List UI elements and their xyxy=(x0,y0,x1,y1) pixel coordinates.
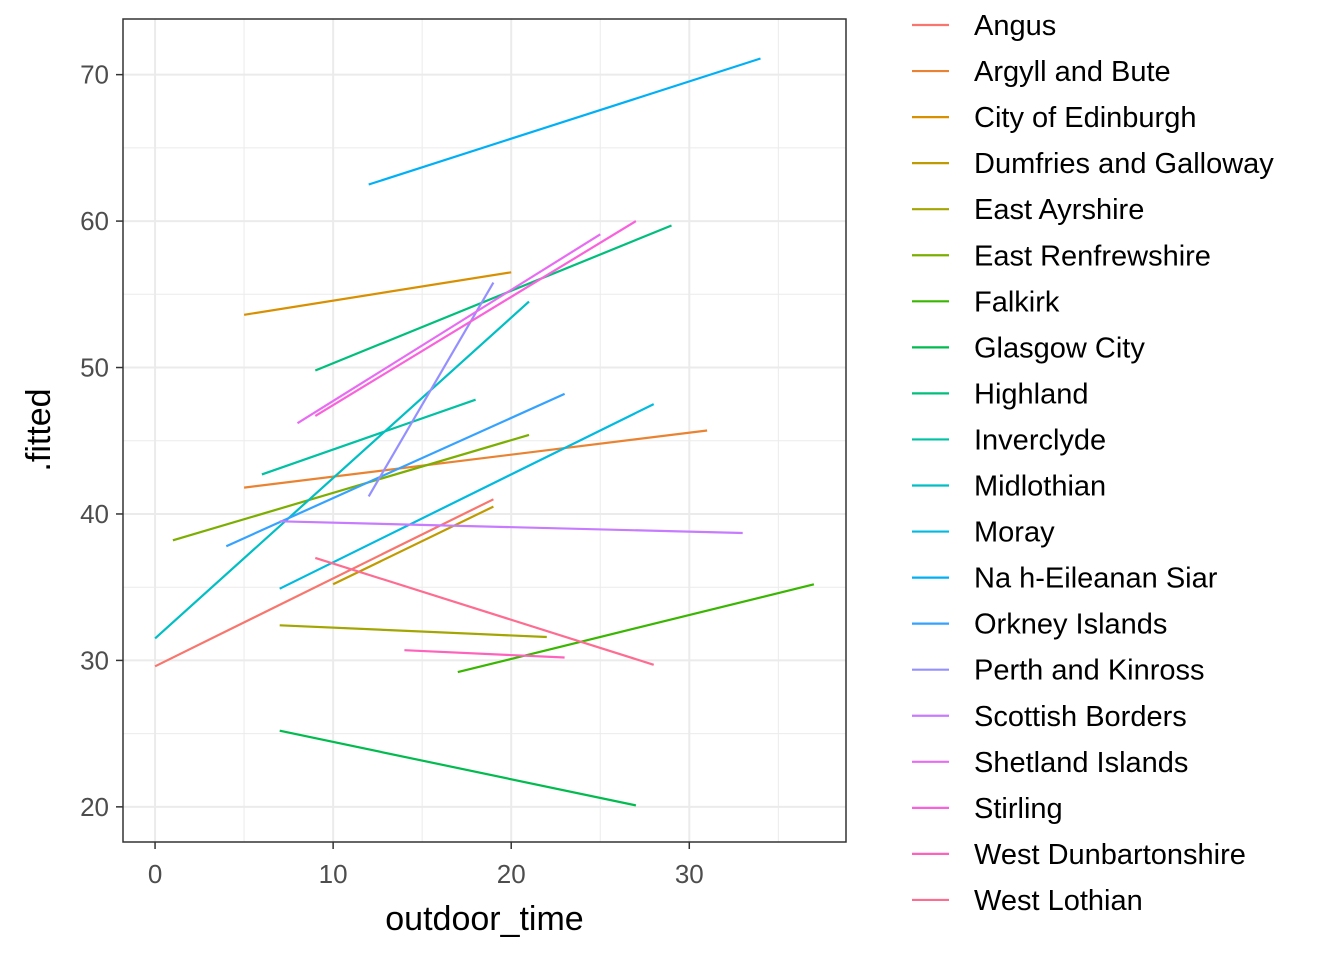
x-tick-label: 0 xyxy=(148,859,162,889)
legend-label: Midlothian xyxy=(974,471,1106,503)
legend-item: Shetland Islands xyxy=(912,747,1188,779)
legend-item: City of Edinburgh xyxy=(912,102,1196,134)
plot-border xyxy=(122,18,847,843)
legend-item: Glasgow City xyxy=(912,332,1145,364)
legend-item: East Ayrshire xyxy=(912,194,1144,226)
legend-item: Falkirk xyxy=(912,286,1060,318)
y-tick-label: 40 xyxy=(80,499,109,529)
series-line-moray xyxy=(279,403,655,590)
legend-item: Inverclyde xyxy=(912,424,1106,456)
legend-label: West Dunbartonshire xyxy=(974,839,1246,871)
legend-item: Moray xyxy=(912,517,1055,549)
grid-lines xyxy=(123,19,846,842)
y-tick-label: 60 xyxy=(80,206,109,236)
legend-label: Orkney Islands xyxy=(974,609,1167,641)
legend-label: Moray xyxy=(974,517,1055,549)
series-line-perth-and-kinross xyxy=(367,282,495,497)
legend-label: Perth and Kinross xyxy=(974,655,1205,687)
legend-label: Shetland Islands xyxy=(974,747,1188,779)
y-tick-label: 30 xyxy=(80,645,109,675)
legend-label: Dumfries and Galloway xyxy=(974,148,1274,180)
series-line-falkirk xyxy=(457,583,815,674)
series-line-angus xyxy=(154,498,494,668)
series-line-highland xyxy=(314,224,672,372)
series-line-scottish-borders xyxy=(279,520,743,535)
axes: 0 10 20 30 20 30 40 50 60 70 xyxy=(80,60,704,889)
legend-label: City of Edinburgh xyxy=(974,102,1196,134)
series-line-west-dunbartonshire xyxy=(404,649,565,659)
legend-item: Midlothian xyxy=(912,471,1106,503)
legend-item: West Lothian xyxy=(912,885,1143,917)
series-line-shetland-islands xyxy=(296,233,601,425)
legend-item: Scottish Borders xyxy=(912,701,1187,733)
series-line-east-ayrshire xyxy=(279,624,547,639)
legend-label: Inverclyde xyxy=(974,424,1106,456)
legend-item: East Renfrewshire xyxy=(912,240,1211,272)
legend-item: West Dunbartonshire xyxy=(912,839,1246,871)
legend-label: Argyll and Bute xyxy=(974,56,1171,88)
x-tick-label: 20 xyxy=(497,859,526,889)
legend-label: Angus xyxy=(974,10,1056,42)
legend-label: Glasgow City xyxy=(974,332,1145,364)
legend-item: Highland xyxy=(912,378,1088,410)
legend-item: Orkney Islands xyxy=(912,609,1167,641)
y-tick-label: 70 xyxy=(80,60,109,90)
legend-item: Angus xyxy=(912,10,1056,42)
x-tick-label: 10 xyxy=(319,859,348,889)
series-line-west-lothian xyxy=(314,556,655,666)
legend-label: Scottish Borders xyxy=(974,701,1187,733)
y-tick-label: 50 xyxy=(80,353,109,383)
y-tick-label: 20 xyxy=(80,792,109,822)
legend-item: Na h-Eileanan Siar xyxy=(912,563,1218,595)
series-line-city-of-edinburgh xyxy=(243,271,512,316)
legend-item: Perth and Kinross xyxy=(912,655,1205,687)
x-tick-label: 30 xyxy=(675,859,704,889)
legend-label: Stirling xyxy=(974,793,1063,825)
legend-label: Falkirk xyxy=(974,286,1060,318)
series-line-inverclyde xyxy=(261,398,476,476)
legend-label: Highland xyxy=(974,378,1088,410)
series-lines xyxy=(154,57,815,807)
series-line-glasgow-city xyxy=(279,729,637,807)
legend-label: West Lothian xyxy=(974,885,1143,917)
series-line-midlothian xyxy=(154,300,530,640)
legend-item: Argyll and Bute xyxy=(912,56,1171,88)
legend: Angus Argyll and Bute City of Edinburgh Dum… xyxy=(912,10,1274,917)
y-axis-title: .fitted xyxy=(20,388,58,471)
legend-label: East Renfrewshire xyxy=(974,240,1211,272)
series-line-stirling xyxy=(314,220,637,417)
x-axis-title: outdoor_time xyxy=(385,900,583,938)
legend-item: Stirling xyxy=(912,793,1063,825)
legend-label: Na h-Eileanan Siar xyxy=(974,563,1218,595)
legend-item: Dumfries and Galloway xyxy=(912,148,1274,180)
series-line-east-renfrewshire xyxy=(172,433,530,542)
legend-label: East Ayrshire xyxy=(974,194,1144,226)
series-line-na-h-eileanan-siar xyxy=(368,57,761,186)
series-line-argyll-and-bute xyxy=(243,429,708,489)
